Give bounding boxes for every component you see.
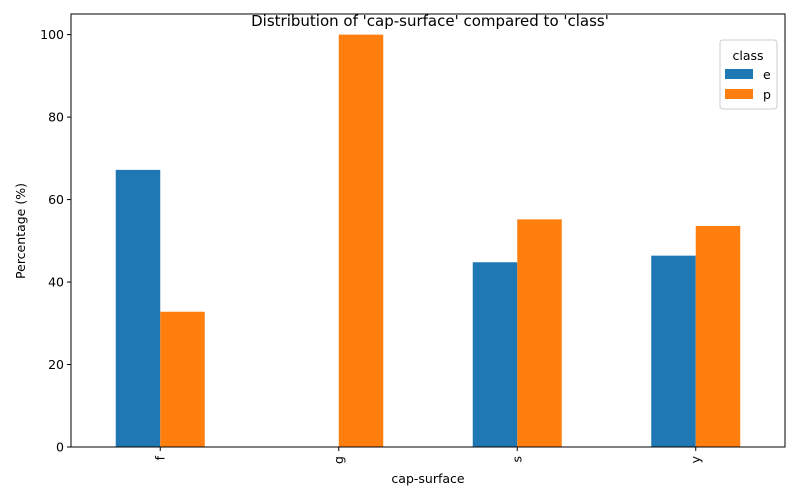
- y-tick-label: 20: [48, 357, 64, 372]
- y-axis: 0 20 40 60 80 100: [40, 27, 71, 455]
- legend-label-e: e: [763, 67, 771, 82]
- y-tick-label: 0: [56, 440, 64, 455]
- plot-frame: [70, 13, 786, 448]
- bar-g-p: [338, 34, 384, 447]
- bar-s-p: [517, 219, 562, 447]
- y-tick-label: 60: [48, 192, 64, 207]
- y-tick-label: 80: [48, 110, 64, 125]
- bar-f-p: [160, 311, 205, 447]
- chart-title: Distribution of 'cap-surface' compared t…: [251, 12, 609, 30]
- bars-group: [115, 34, 741, 447]
- x-axis-label: cap-surface: [391, 471, 464, 486]
- bar-s-e: [472, 262, 518, 447]
- legend-swatch-e: [725, 69, 753, 79]
- legend: class e p: [719, 39, 778, 110]
- bar-y-p: [695, 225, 741, 447]
- bar-f-e: [115, 169, 161, 447]
- x-tick-label-y: y: [688, 455, 703, 463]
- legend-label-p: p: [763, 87, 771, 102]
- y-tick-label: 40: [48, 275, 64, 290]
- x-tick-label-s: s: [509, 456, 524, 463]
- y-tick-label: 100: [40, 27, 64, 42]
- bar-y-e: [651, 255, 696, 447]
- legend-title: class: [732, 48, 763, 63]
- x-tick-label-f: f: [152, 455, 167, 460]
- x-tick-label-g: g: [331, 456, 346, 464]
- y-axis-label: Percentage (%): [13, 183, 28, 279]
- legend-swatch-p: [725, 89, 753, 99]
